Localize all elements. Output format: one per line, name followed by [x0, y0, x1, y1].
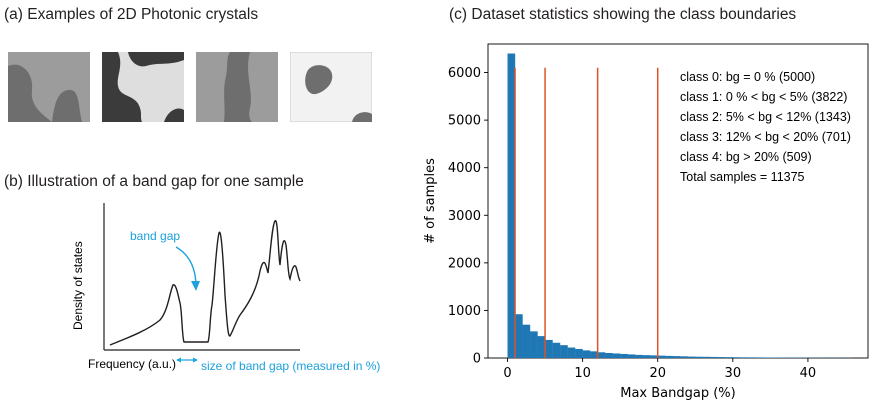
y-tick-label: 0 [473, 352, 481, 367]
y-tick-label: 2000 [448, 256, 481, 271]
histogram-bar [740, 357, 748, 358]
histogram-bar [672, 356, 681, 358]
x-axis-label: Max Bandgap (%) [620, 386, 735, 401]
histogram-bar [762, 357, 771, 358]
histogram-bar [747, 357, 756, 358]
histogram-bar [597, 352, 606, 358]
dos-xlabel: Frequency (a.u.) [88, 357, 176, 371]
histogram-bar [650, 355, 658, 358]
histogram-bar [612, 353, 621, 358]
dos-ylabel: Density of states [71, 241, 85, 330]
crystal-sample-3 [196, 52, 278, 122]
histogram-bar [635, 354, 643, 358]
x-tick-label: 40 [800, 366, 817, 381]
class-boundary-lines [514, 67, 659, 358]
histogram-bar [732, 357, 741, 358]
histogram-bar [515, 314, 523, 358]
class-legend: class 0: bg = 0 % (5000) class 1: 0 % < … [680, 70, 851, 184]
histogram-bar [755, 357, 764, 358]
histogram-bar [710, 356, 718, 358]
histogram-bar [567, 347, 576, 358]
histogram-bar [725, 357, 733, 358]
panel-c-title: (c) Dataset statistics showing the class… [449, 6, 797, 23]
histogram-bar [575, 348, 583, 358]
histogram-bar [605, 353, 613, 358]
band-gap-label: band gap [130, 229, 180, 243]
gap-size-label: size of band gap (measured in %) [201, 359, 380, 373]
histogram-bar [552, 342, 561, 358]
histogram-bar [642, 355, 651, 358]
histogram-bar [582, 350, 591, 358]
histogram-bar [560, 345, 568, 358]
panel-b-title: (b) Illustration of a band gap for one s… [4, 173, 304, 190]
legend-line-3: class 3: 12% < bg < 20% (701) [680, 130, 851, 144]
y-axis-ticks: 0 1000 2000 3000 4000 5000 6000 [448, 66, 488, 367]
legend-line-4: class 4: bg > 20% (509) [680, 150, 812, 164]
histogram-bar [590, 351, 598, 358]
y-axis-label: # of samples [423, 158, 438, 244]
histogram-bar [522, 324, 531, 358]
histogram-bar [530, 331, 538, 358]
histogram-bar [695, 356, 703, 358]
plot-frame [487, 43, 869, 359]
y-tick-label: 5000 [448, 114, 481, 129]
y-tick-label: 1000 [448, 304, 481, 319]
band-gap-arrowhead [191, 281, 200, 291]
histogram-bar [507, 53, 516, 359]
histogram-bar [537, 336, 546, 358]
y-tick-label: 4000 [448, 161, 481, 176]
histogram-bar [717, 357, 726, 358]
x-tick-label: 20 [649, 366, 666, 381]
x-tick-label: 30 [725, 366, 742, 381]
band-gap-illustration: Density of states Frequency (a.u.) band … [71, 203, 380, 373]
bandgap-histogram: 0 10 20 30 40 0 1000 2000 3000 4000 5000 6000 Max … [423, 43, 869, 401]
histogram-bar [680, 356, 688, 358]
x-axis-ticks: 0 10 20 30 40 [503, 358, 816, 381]
histogram-bar [665, 355, 673, 358]
histogram-bar [702, 356, 711, 358]
panel-a-title: (a) Examples of 2D Photonic crystals [4, 6, 259, 23]
crystal-sample-2 [102, 52, 184, 122]
legend-line-1: class 1: 0 % < bg < 5% (3822) [680, 90, 847, 104]
histogram-bar [627, 354, 636, 358]
x-tick-label: 10 [574, 366, 591, 381]
crystal-sample-1 [8, 52, 90, 122]
y-tick-label: 6000 [448, 66, 481, 81]
x-tick-label: 0 [503, 366, 511, 381]
histogram-bars [507, 53, 854, 359]
crystal-sample-4 [290, 52, 372, 122]
legend-line-2: class 2: 5% < bg < 12% (1343) [680, 110, 851, 124]
histogram-bar [545, 339, 553, 358]
legend-line-0: class 0: bg = 0 % (5000) [680, 70, 815, 84]
histogram-bar [620, 353, 628, 358]
histogram-bar [657, 355, 666, 358]
y-tick-label: 3000 [448, 209, 481, 224]
dos-curve [109, 220, 301, 346]
legend-line-5: Total samples = 11375 [680, 170, 805, 184]
histogram-bar [687, 356, 696, 358]
